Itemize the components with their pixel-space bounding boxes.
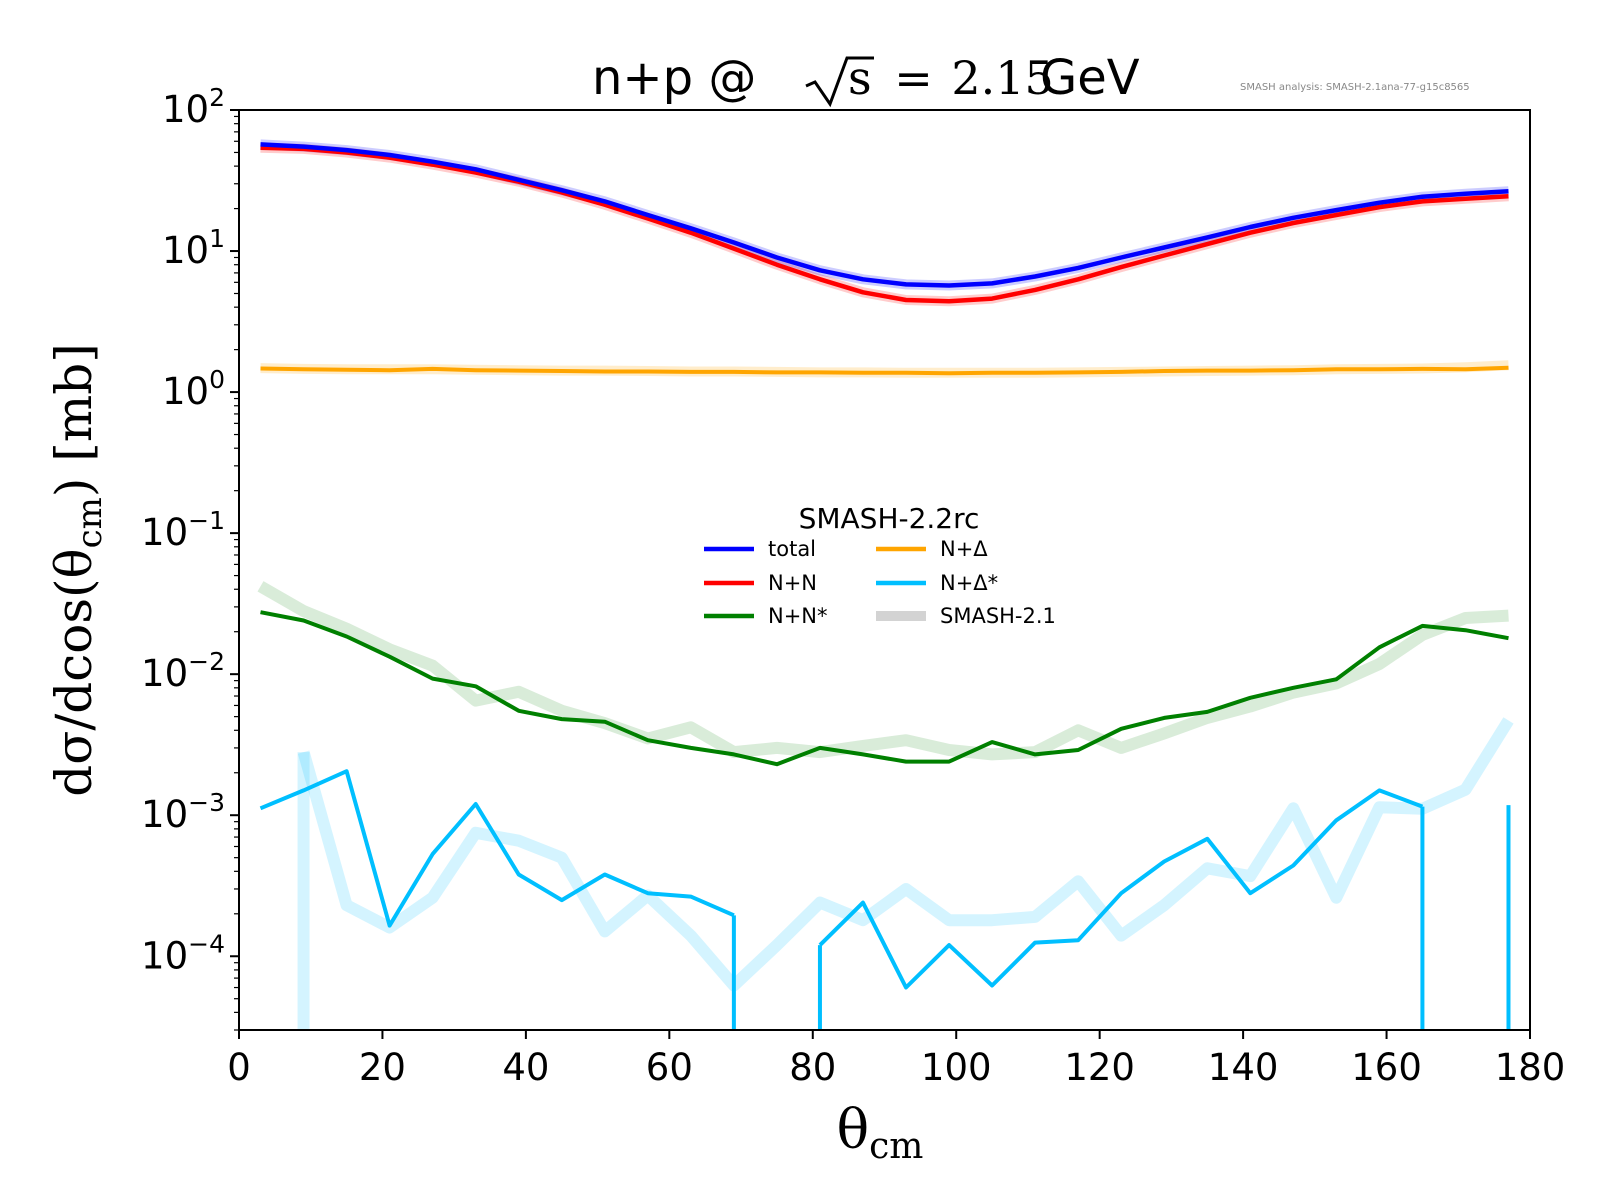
legend-label: SMASH-2.1 [940,604,1056,628]
y-tick-label: 10−1 [141,506,225,554]
y-axis-label: dσ/dcos(θcm) [mb] [45,343,110,797]
title-value: 2.15 [951,51,1053,105]
y-tick-label: 10−4 [141,929,225,977]
y-tick-label: 10−3 [141,788,225,836]
chart-title: n+p @ s = 2.15 GeV [592,50,1140,108]
svg-text:s = 2.15: s = 2.15 [848,51,1054,105]
x-tick-label: 100 [921,1046,992,1089]
version-note: SMASH analysis: SMASH-2.1ana-77-g15c8565 [1240,82,1470,93]
x-tick-label: 60 [646,1046,693,1089]
series-line-n--5 [260,365,1509,376]
title-prefix: n+p @ [592,50,756,106]
series-line-smash-2-1-3 [257,581,1509,761]
plot-frame [238,109,1531,1031]
title-unit: GeV [1040,50,1140,106]
series-line-n-n-6 [260,145,1509,304]
series-layer [257,139,1514,1030]
legend-label: N+Δ [940,537,988,561]
x-tick-label: 20 [359,1046,406,1089]
y-tick-label: 101 [162,224,225,272]
legend-label: total [768,537,816,561]
x-axis-label: θcm [837,1098,924,1167]
legend-label: N+N* [768,604,828,628]
y-tick-label: 100 [162,365,225,413]
legend-label: N+N [768,571,817,595]
legend-title: SMASH-2.2rc [799,502,980,535]
legend-label: N+Δ* [940,571,998,595]
x-tick-label: 160 [1351,1046,1422,1089]
x-tick-label: 180 [1495,1046,1566,1089]
x-tick-label: 40 [502,1046,549,1089]
title-equals: = [894,51,933,105]
svg-text:GeV: GeV [1040,50,1140,106]
x-tick-label: 0 [227,1046,251,1089]
y-tick-label: 10−2 [141,647,225,695]
axes: 0 20 40 60 80 100 120 140 160 180 102 101 100 10−1 10−… [141,83,1565,1089]
svg-text:n+p @: n+p @ [592,50,756,106]
y-tick-label: 102 [162,83,225,131]
x-tick-label: 140 [1208,1046,1279,1089]
title-sqrt-arg: s [848,51,872,105]
x-tick-label: 120 [1064,1046,1135,1089]
x-tick-label: 80 [789,1046,836,1089]
series-line-n--9 [259,769,1424,990]
series-line-n-n--8 [260,610,1509,767]
series-line-total-7 [260,142,1509,288]
series-line-smash-2-1-4 [297,717,1514,992]
sqrt-symbol [805,56,874,108]
legend: SMASH-2.2rc total N+N N+N* N+Δ N+Δ* SMASH-2.1 [704,502,1056,628]
